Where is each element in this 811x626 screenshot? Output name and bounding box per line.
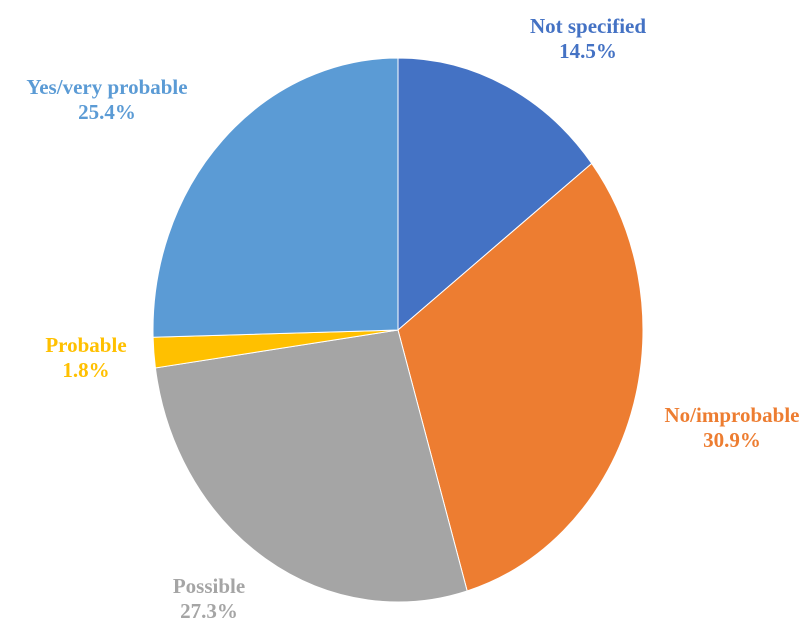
slice-label-value: 25.4%: [78, 100, 136, 124]
slice-label-name: Not specified: [529, 14, 647, 38]
slice-label-value: 14.5%: [559, 39, 617, 63]
slice-label-possible: Possible 27.3%: [173, 574, 245, 624]
pie-slice-yes-very-probable: [152, 57, 399, 338]
pie-slice-no-improbable: [397, 162, 644, 592]
slice-label-value: 30.9%: [703, 428, 761, 452]
pie-slice-not-specified: [397, 57, 593, 332]
slice-label-value: 1.8%: [62, 358, 110, 382]
slice-label-probable: Probable 1.8%: [45, 333, 126, 383]
slice-label-no-improbable: No/improbable 30.9%: [665, 403, 800, 453]
slice-label-name: No/improbable: [664, 403, 800, 427]
slice-label-not-specified: Not specified 14.5%: [530, 14, 646, 64]
slice-label-name: Probable: [45, 333, 127, 357]
slice-label-value: 27.3%: [180, 599, 238, 623]
slice-label-name: Possible: [172, 574, 246, 598]
slice-label-name: Yes/very probable: [26, 75, 188, 99]
pie-slice-possible: [154, 329, 468, 603]
slice-label-yes-very-probable: Yes/very probable 25.4%: [26, 75, 187, 125]
